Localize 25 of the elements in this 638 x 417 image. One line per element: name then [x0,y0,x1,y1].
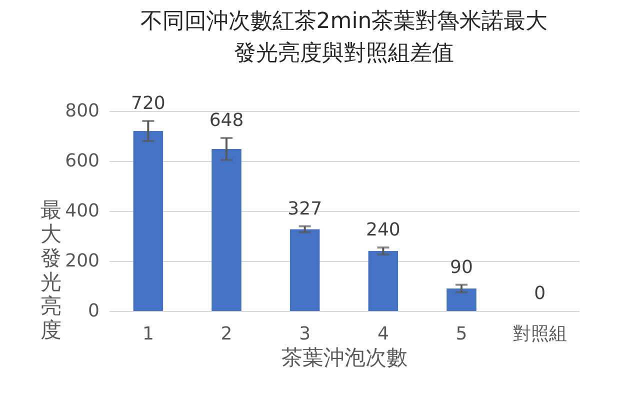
data-label: 648 [209,110,244,131]
data-label: 327 [288,198,322,220]
data-label: 240 [366,220,400,240]
x-tick-label: 4 [377,324,389,344]
y-tick-label: 200 [65,250,100,272]
x-tick-label: 2 [220,324,232,344]
bar [212,149,242,311]
y-tick-label: 400 [65,200,100,222]
bar [133,131,164,311]
chart-title: 不同回沖次數紅茶2min茶葉對魯米諾最大發光亮度與對照組差值 [140,9,548,66]
y-tick-label: 600 [65,150,100,172]
y-tick-label: 0 [88,300,100,322]
bar [368,251,398,311]
y-axis-title: 最大發光亮度 [40,198,62,342]
data-label: 90 [450,256,473,278]
x-axis-title: 茶葉沖泡次數 [282,346,408,370]
data-label: 720 [130,93,166,114]
x-tick-label: 1 [142,324,154,344]
y-tick-label: 800 [65,100,100,122]
data-label: 0 [534,283,546,304]
bar [446,288,476,311]
bar [290,229,320,311]
x-tick-label: 3 [299,324,311,344]
x-tick-label: 5 [456,324,468,344]
x-tick-label: 對照組 [512,324,567,344]
